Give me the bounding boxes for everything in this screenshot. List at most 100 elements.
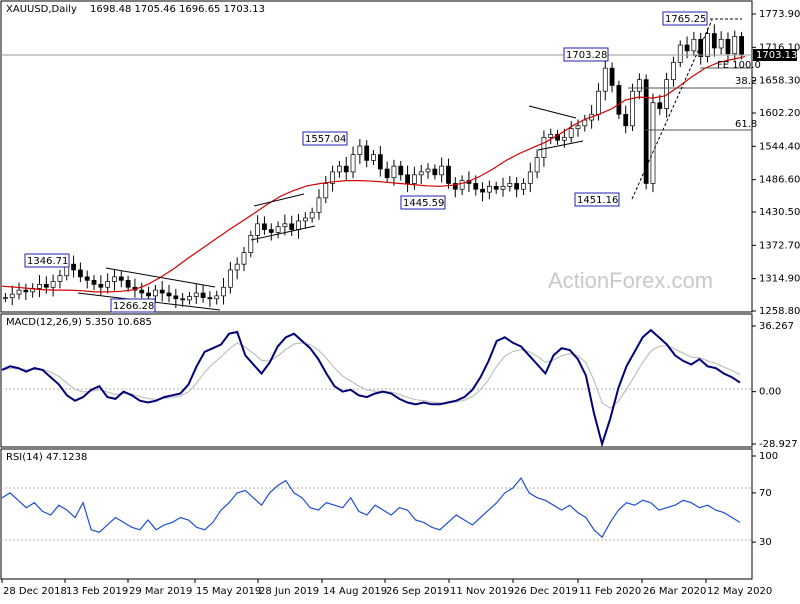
candle-body [350, 154, 356, 173]
fib-label-100: FE 100.0 [717, 60, 761, 71]
candle-body [698, 38, 704, 57]
candle-body [377, 154, 383, 170]
candle-body [248, 235, 254, 253]
current-price-box: 1703.13 [753, 49, 797, 61]
candle-body [711, 33, 717, 49]
candle-body [98, 284, 104, 288]
x-tick-label: 26 Sep 2019 [386, 586, 449, 597]
candle-body [57, 275, 63, 282]
candle-body [289, 223, 295, 230]
x-tick-label: 13 Feb 2019 [66, 586, 128, 597]
candle-body [91, 279, 97, 285]
candle-body [112, 276, 117, 282]
candle-body [316, 197, 322, 213]
candle-body [568, 128, 574, 138]
main-y-tick-label: 1486.60 [759, 175, 800, 186]
triangle-upper [105, 267, 216, 288]
candle-body [193, 292, 199, 297]
candle-body [432, 168, 438, 176]
candle-body [521, 183, 526, 190]
candle-body [405, 174, 410, 184]
candle-body [643, 79, 649, 184]
macd-line [1, 328, 741, 448]
x-tick-label: 11 Feb 2020 [579, 586, 641, 597]
x-axis-ticks: 28 Dec 2018 13 Feb 2019 29 Mar 2019 15 May … [1, 579, 772, 597]
candle-body [507, 183, 513, 187]
candle-body [282, 223, 288, 228]
candle-body [200, 292, 206, 298]
x-tick-label: 11 Nov 2019 [450, 586, 514, 597]
candle-body [718, 38, 724, 49]
rsi-panel-frame [0, 448, 753, 580]
svg-text:1703.13: 1703.13 [756, 50, 797, 61]
candle-body [725, 38, 731, 55]
flag1-lower [250, 225, 316, 241]
candle-body [77, 269, 83, 278]
annotation-1266: 1266.28 [110, 298, 156, 313]
candle-body [43, 284, 49, 288]
rsi-y-ticks: 100 70 30 [752, 451, 778, 548]
candle-body [596, 90, 601, 115]
candle-body [37, 284, 42, 289]
candle-body [473, 183, 479, 190]
macd-y-tick-label: 36.267 [759, 321, 794, 332]
candle-body [684, 44, 690, 52]
svg-text:1703.28: 1703.28 [566, 50, 607, 61]
rsi-y-tick-label: 30 [759, 537, 772, 548]
candle-body [241, 252, 247, 265]
candle-body [582, 119, 588, 127]
x-tick-label: 26 Dec 2019 [514, 586, 578, 597]
flag2-upper [528, 105, 577, 119]
candle-body [561, 136, 567, 141]
annotation-1765: 1765.25 [662, 11, 708, 26]
candle-body [166, 292, 172, 297]
candle-body [221, 286, 226, 297]
candle-body [125, 279, 131, 288]
main-y-tick-label: 1658.30 [759, 76, 800, 87]
candle-body [207, 297, 213, 300]
candle-body [323, 183, 329, 199]
main-y-tick-label: 1544.40 [759, 141, 800, 152]
x-tick-label: 26 Mar 2020 [643, 586, 706, 597]
candle-body [500, 185, 506, 190]
rsi-y-tick-label: 100 [759, 451, 778, 462]
main-y-tick-label: 1372.70 [759, 240, 800, 251]
candle-body [602, 67, 608, 92]
candle-body [486, 185, 492, 193]
main-panel-frame [0, 0, 753, 313]
candle-body [534, 157, 540, 173]
sma-line [1, 56, 746, 293]
x-tick-label: 15 May 2019 [196, 586, 261, 597]
candle-body [16, 289, 22, 295]
candle-body [146, 292, 151, 297]
macd-y-ticks: 36.267 0.00 -28.927 [752, 321, 798, 450]
candle-body [296, 220, 301, 230]
candle-body [480, 188, 485, 193]
candle-body [255, 223, 261, 236]
candle-body [173, 295, 179, 300]
candle-body [527, 171, 533, 184]
candle-body [514, 183, 520, 190]
candle-body [691, 38, 697, 52]
candle-body [412, 174, 417, 184]
main-y-tick-label: 1716.10 [759, 42, 800, 53]
main-y-ticks: 1773.90 1716.10 1658.30 1602.20 1544.40 1486.… [752, 9, 800, 317]
candle-body [623, 113, 629, 127]
main-y-tick-label: 1430.50 [759, 207, 800, 218]
candle-body [630, 90, 635, 127]
candle-body [609, 67, 615, 86]
candle-body [439, 165, 445, 176]
candle-body [262, 223, 267, 230]
candle-body [180, 298, 186, 301]
rsi-line [1, 477, 741, 539]
fib-swing-line [631, 19, 713, 200]
candle-body [337, 165, 342, 173]
candle-body [650, 102, 656, 184]
candle-body [384, 168, 390, 179]
watermark: ActionForex.com [548, 268, 713, 293]
candle-body [616, 85, 622, 115]
candle-body [364, 145, 370, 161]
candle-body [357, 145, 363, 155]
